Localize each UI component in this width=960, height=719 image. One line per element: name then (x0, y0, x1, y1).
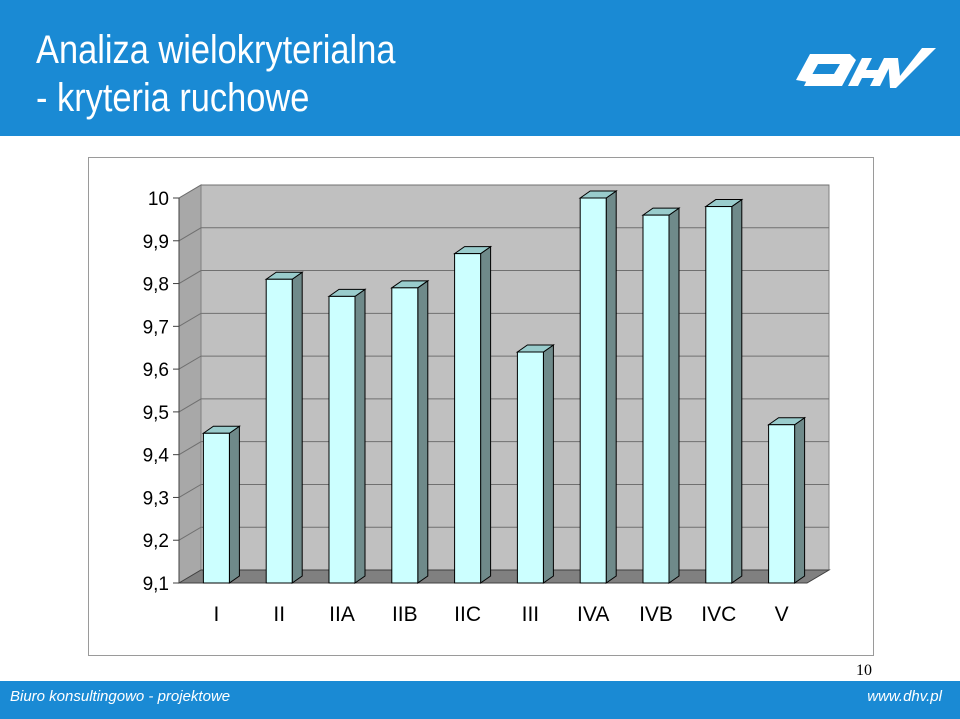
bar-side (668, 207, 680, 584)
chart-side-wall (178, 184, 202, 584)
slide-title: Analiza wielokryterialna - kryteria ruch… (36, 26, 395, 122)
gridline (178, 227, 829, 242)
bar-front (579, 197, 607, 584)
y-tick-label: 9,8 (143, 275, 169, 296)
y-tick-label: 9,7 (143, 317, 169, 338)
x-tick-label: IIB (392, 603, 418, 626)
bar-side (417, 279, 429, 584)
page-number: 10 (856, 662, 872, 679)
bar (201, 425, 241, 584)
bar-side (354, 288, 366, 584)
bar-chart: 9,19,29,39,49,59,69,79,89,910 I II IIA IIB I… (143, 184, 831, 626)
footer-company-text: Biuro konsultingowo - projektowe (10, 688, 231, 705)
gridline (178, 184, 829, 199)
chart-frame: 9,1 9,2 9,3 9,4 9,5 9,6 9,7 9,8 9,9 10 I II IIA IIB I… (88, 157, 874, 656)
y-tick-label: 9,2 (143, 531, 169, 552)
gridline (178, 483, 829, 498)
bar-side (605, 190, 617, 584)
bar (641, 207, 681, 584)
slide-title-line-1: Analiza wielokryterialna (36, 28, 396, 72)
bar-front (202, 432, 230, 584)
bar-front (705, 206, 733, 584)
x-tick-label: IIA (329, 603, 355, 626)
gridline (178, 270, 829, 284)
header-bar: Analiza wielokryterialna - kryteria ruch… (0, 0, 960, 136)
bar (264, 271, 304, 584)
y-tick-label: 10 (148, 189, 169, 210)
y-tick-label: 9,6 (143, 360, 169, 381)
y-tick-label: 9,3 (143, 488, 169, 509)
bar-side (291, 271, 303, 584)
bar-front (768, 424, 796, 584)
x-tick-label: V (775, 603, 789, 626)
x-tick-label: IVC (701, 603, 736, 626)
gridline (178, 312, 829, 327)
x-tick-label: IVA (577, 603, 609, 626)
slide-title-line-2: - kryteria ruchowe (36, 76, 310, 120)
gridline (178, 441, 829, 456)
bar-front (265, 278, 293, 584)
bar (767, 416, 807, 584)
gridline (178, 355, 829, 370)
bar-side (480, 245, 492, 584)
bar (578, 190, 618, 584)
footer-bar: Biuro konsultingowo - projektowe www.dhv… (0, 681, 960, 719)
bar-side (228, 425, 240, 584)
x-tick-label: IIC (454, 603, 481, 626)
y-tick-label: 9,5 (143, 403, 169, 424)
x-tick-label: III (522, 603, 540, 626)
bar-side (542, 344, 554, 584)
bar-side (731, 198, 743, 584)
gridline (178, 526, 829, 541)
x-tick-label: IVB (639, 603, 673, 626)
x-tick-label: I (213, 603, 219, 626)
gridline (178, 398, 829, 413)
bar-front (328, 295, 356, 584)
bar-front (454, 253, 482, 584)
x-tick-label: II (273, 603, 285, 626)
bar-front (516, 351, 544, 584)
bar (515, 344, 555, 584)
bar (390, 279, 430, 584)
bar (453, 245, 493, 584)
footer-website-link[interactable]: www.dhv.pl (867, 688, 942, 705)
bar-side (794, 416, 806, 584)
bar (704, 198, 744, 584)
y-tick-label: 9,9 (143, 232, 169, 253)
y-tick-label: 9,4 (143, 446, 170, 467)
dhv-logo (796, 48, 936, 88)
bar-front (642, 214, 670, 584)
bar-front (391, 287, 419, 584)
bar (327, 288, 367, 584)
y-tick-label: 9,1 (143, 574, 169, 595)
